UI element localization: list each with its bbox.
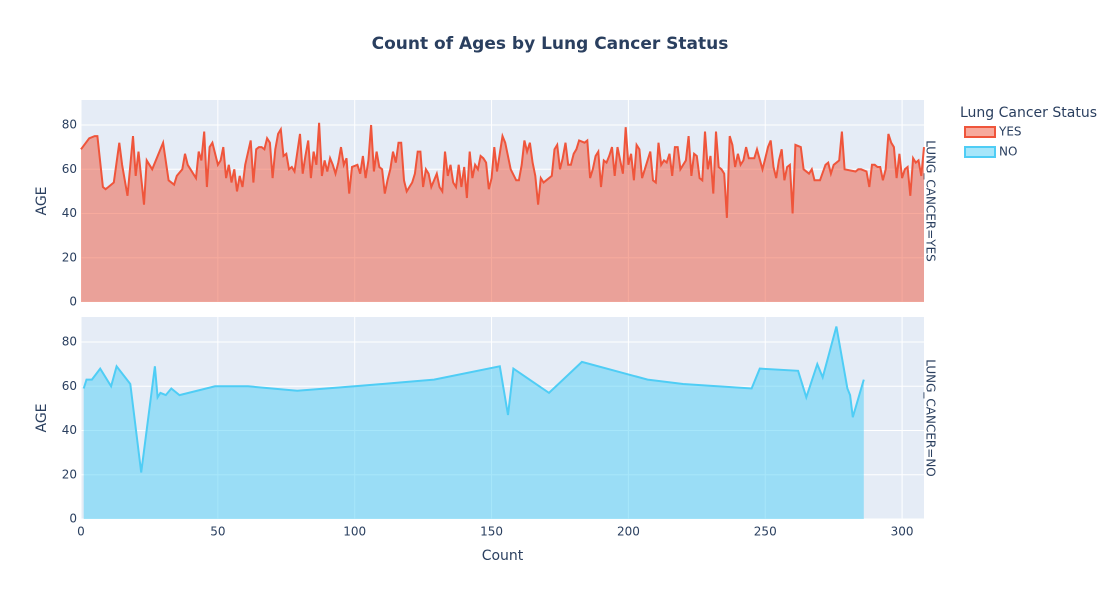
y-tick-label: 20 [62, 250, 77, 264]
x-tick-label: 0 [77, 525, 85, 539]
facet-label: LUNG_CANCER=YES [924, 140, 938, 262]
x-tick-label: 50 [210, 525, 225, 539]
legend-label: NO [999, 145, 1017, 159]
y-tick-label: 80 [62, 118, 77, 132]
y-tick-label: 0 [69, 295, 77, 309]
y-axis-title: AGE [34, 403, 50, 432]
legend-swatch [964, 146, 996, 158]
x-tick-label: 250 [754, 525, 777, 539]
x-axis-title: Count [482, 548, 524, 564]
chart-title: Count of Ages by Lung Cancer Status [372, 34, 729, 54]
y-axis-title: AGE [34, 186, 50, 215]
y-tick-label: 40 [62, 423, 77, 437]
y-tick-label: 0 [69, 512, 77, 526]
x-tick-label: 100 [343, 525, 366, 539]
y-tick-label: 40 [62, 206, 77, 220]
x-tick-label: 150 [480, 525, 503, 539]
legend-title: Lung Cancer Status [960, 105, 1097, 121]
y-tick-label: 20 [62, 467, 77, 481]
y-tick-label: 60 [62, 379, 77, 393]
y-tick-label: 60 [62, 162, 77, 176]
legend-label: YES [998, 125, 1022, 139]
area-fill [83, 326, 864, 519]
area-line [80, 122, 925, 218]
area-line [82, 326, 865, 473]
x-tick-label: 300 [891, 525, 914, 539]
facet-label: LUNG_CANCER=NO [924, 359, 938, 477]
legend-swatch [964, 126, 996, 138]
y-tick-label: 80 [62, 335, 77, 349]
x-tick-label: 200 [617, 525, 640, 539]
